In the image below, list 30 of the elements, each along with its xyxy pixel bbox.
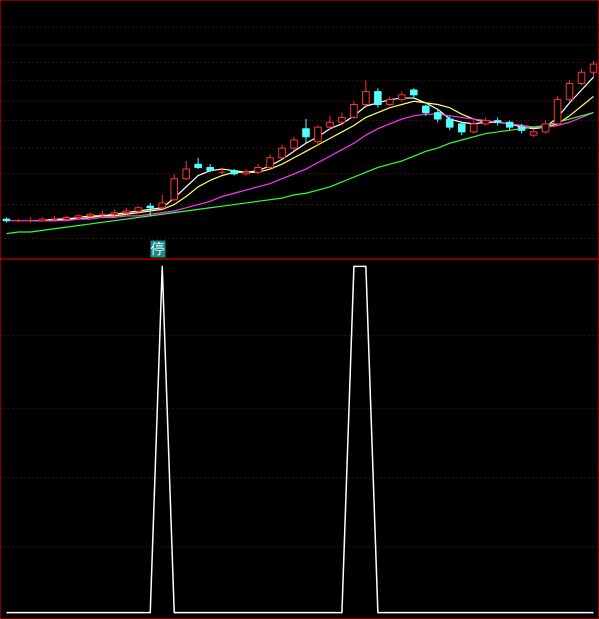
candlestick [398, 91, 406, 102]
candlestick [266, 154, 274, 170]
candlestick [350, 100, 358, 120]
candlestick [506, 120, 514, 131]
candlestick [446, 115, 454, 131]
candlestick [518, 123, 526, 134]
candlestick [458, 122, 466, 136]
candlestick [278, 144, 286, 160]
candlestick [422, 104, 430, 116]
candlestick [362, 80, 370, 107]
candlestick [146, 202, 154, 216]
candlestick [158, 194, 166, 210]
candlestick [578, 68, 586, 86]
candlestick [194, 157, 202, 170]
candlestick [326, 115, 334, 131]
candlestick [386, 96, 394, 107]
candlestick [170, 173, 178, 202]
text: 停 [150, 240, 166, 258]
candlestick [290, 136, 298, 152]
candlestick [338, 112, 346, 126]
candlestick [434, 108, 442, 123]
candlestick [374, 88, 382, 108]
candlestick [470, 120, 478, 134]
candlestick [254, 164, 262, 174]
candlestick [410, 88, 418, 99]
candlestick [314, 124, 322, 146]
candlestick [302, 118, 310, 144]
candlestick [182, 160, 190, 181]
candlestick [566, 80, 574, 102]
candlestick [542, 120, 550, 134]
